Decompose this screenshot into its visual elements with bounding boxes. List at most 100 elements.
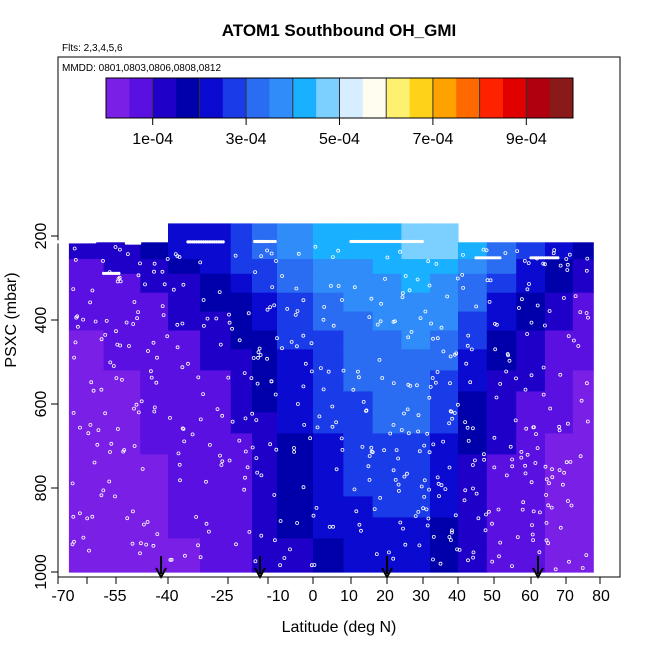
heatmap-cell <box>200 517 232 539</box>
observation-point <box>431 535 436 539</box>
heatmap-cell <box>372 330 402 350</box>
observation-point <box>220 459 225 464</box>
observation-point <box>95 442 100 447</box>
observation-point <box>126 252 130 257</box>
observation-point <box>422 478 427 483</box>
observation-point <box>88 300 92 305</box>
observation-point <box>494 395 499 400</box>
colorbar: 1e-04 3e-04 5e-04 7e-04 9e-04 <box>105 77 574 148</box>
observation-point <box>76 324 80 329</box>
observation-point <box>541 365 546 370</box>
observation-point <box>180 426 185 431</box>
observation-point <box>567 559 571 564</box>
heatmap-cell <box>140 242 169 260</box>
observation-point <box>253 559 258 564</box>
observation-point <box>336 284 341 288</box>
observation-point <box>417 449 422 454</box>
x-tick-label: 20 <box>376 588 394 605</box>
x-tick-label: -70 <box>51 588 74 605</box>
heatmap-cell <box>343 496 374 518</box>
heatmap-cell <box>401 475 431 497</box>
observation-point <box>523 387 528 392</box>
observation-point <box>321 387 326 392</box>
observation-point <box>322 305 327 309</box>
observation-point <box>474 304 479 309</box>
observation-point <box>201 298 206 302</box>
colorbar-swatch <box>106 78 130 118</box>
observation-point <box>506 353 511 358</box>
observation-point <box>96 428 101 433</box>
colorbar-swatch <box>152 78 177 118</box>
heatmap-cell <box>313 412 344 434</box>
observation-point <box>562 296 566 300</box>
x-axis: -70 -55 -40 -25 -10 0 10 20 30 40 50 60 70 80 <box>51 576 620 605</box>
observation-point <box>118 247 122 252</box>
heatmap-cell <box>486 433 517 455</box>
heatmap-cell <box>545 454 574 476</box>
heatmap-cell <box>103 259 141 275</box>
heatmap-cell <box>68 311 105 332</box>
observation-point <box>565 268 570 272</box>
heatmap-cell <box>458 391 488 413</box>
heatmap-cell <box>230 496 253 518</box>
observation-point <box>134 402 139 407</box>
heatmap-cell <box>140 412 169 434</box>
observation-point <box>186 361 190 366</box>
observation-point <box>426 259 431 264</box>
heatmap-cell <box>343 557 374 573</box>
heatmap-cell <box>252 454 278 476</box>
x-tick-label: 40 <box>448 588 466 605</box>
observation-point <box>331 524 336 529</box>
observation-point <box>487 299 492 304</box>
heatmap-cell <box>68 292 105 313</box>
observation-point <box>426 516 431 521</box>
heatmap-cell <box>103 496 141 518</box>
colorbar-swatch <box>502 78 527 118</box>
observation-point <box>377 357 382 362</box>
observation-point <box>217 290 222 295</box>
observation-point <box>328 283 333 288</box>
heatmap-cell <box>372 538 402 558</box>
observation-point <box>378 495 383 500</box>
x-tick-label: -55 <box>103 588 126 605</box>
heatmap-cell <box>516 330 546 350</box>
observation-point <box>136 310 141 315</box>
heatmap-cell <box>313 330 344 350</box>
heatmap-cell <box>545 370 574 392</box>
heatmap-cell <box>68 391 105 413</box>
observation-point <box>507 358 512 363</box>
observation-point <box>401 526 405 531</box>
heatmap-cell <box>68 538 105 558</box>
colorbar-swatch <box>339 78 364 118</box>
observation-point <box>269 379 274 384</box>
heatmap-cell <box>572 370 594 392</box>
observation-point <box>294 344 299 349</box>
x-tick-label: 70 <box>556 588 574 605</box>
observation-point <box>398 249 402 254</box>
observation-point <box>351 387 356 392</box>
heatmap-cell <box>516 391 546 413</box>
heatmap-cell <box>545 330 574 350</box>
heatmap-cell <box>103 475 141 497</box>
observation-point <box>538 510 542 515</box>
observation-point <box>447 465 452 470</box>
observation-point <box>378 319 383 324</box>
observation-point <box>268 442 273 447</box>
heatmap-cell <box>458 311 488 332</box>
heatmap-cell <box>372 517 402 539</box>
observation-point <box>341 368 346 373</box>
observation-point <box>553 567 558 572</box>
observation-point <box>99 387 104 392</box>
heatmap-cell <box>313 273 344 294</box>
heatmap-cell <box>230 475 253 497</box>
observation-point <box>165 334 170 339</box>
observation-point <box>190 432 195 437</box>
observation-point <box>336 248 341 253</box>
observation-point <box>449 530 454 535</box>
observation-point <box>503 251 508 256</box>
heatmap-cell <box>313 311 344 332</box>
colorbar-swatch <box>316 78 340 118</box>
observation-point <box>547 481 551 486</box>
heatmap-cell <box>68 557 105 573</box>
heatmap-cell <box>252 412 278 434</box>
